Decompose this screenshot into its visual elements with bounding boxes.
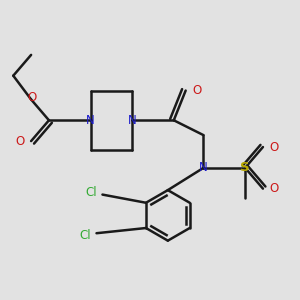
Text: N: N bbox=[86, 114, 95, 127]
Text: O: O bbox=[269, 140, 279, 154]
Text: Cl: Cl bbox=[80, 229, 91, 242]
Text: O: O bbox=[15, 135, 24, 148]
Text: O: O bbox=[27, 91, 36, 104]
Text: O: O bbox=[192, 84, 202, 97]
Text: N: N bbox=[128, 114, 136, 127]
Text: S: S bbox=[240, 161, 250, 174]
Text: Cl: Cl bbox=[85, 186, 97, 199]
Text: N: N bbox=[199, 161, 208, 174]
Text: O: O bbox=[269, 182, 279, 195]
